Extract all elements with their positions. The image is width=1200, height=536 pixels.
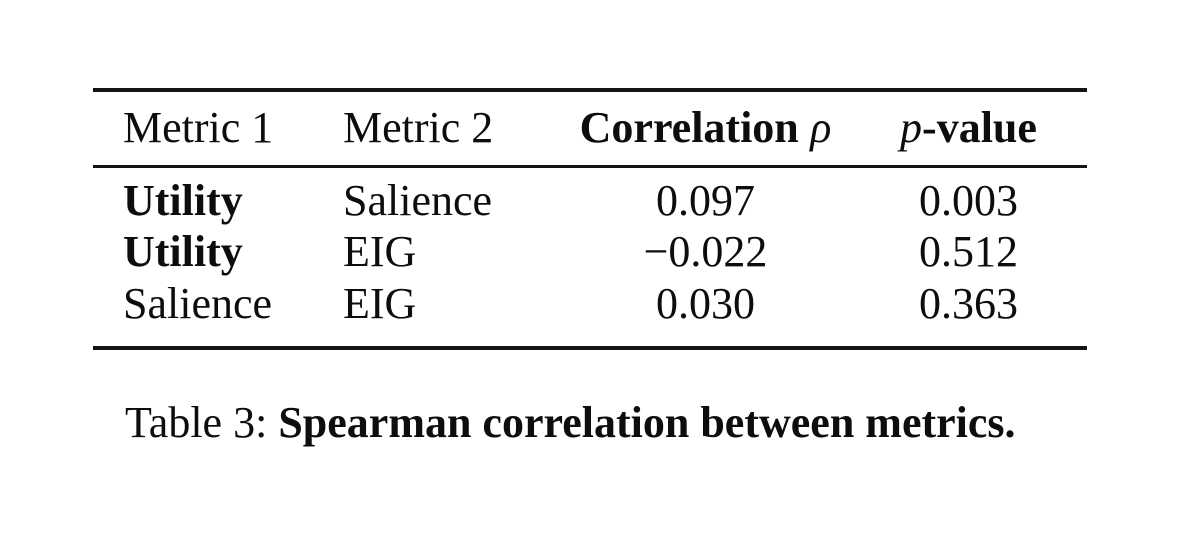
cell-p-value: 0.363	[919, 279, 1018, 328]
cell-p-value: 0.003	[919, 175, 1018, 225]
cell-metric2: Salience	[343, 175, 493, 225]
cell-metric1: Salience	[123, 279, 273, 328]
table-row: Salience EIG 0.030 0.363	[93, 278, 1087, 330]
header-correlation: Correlation ρ	[573, 92, 838, 168]
correlation-table: Metric 1 Metric 2 Correlation ρ p-value U…	[93, 92, 1087, 330]
table-header-row: Metric 1 Metric 2 Correlation ρ p-value	[93, 92, 1087, 168]
cell-correlation: −0.022	[643, 227, 768, 276]
header-metric-1: Metric 1	[93, 92, 343, 168]
cell-metric1: Utility	[123, 175, 243, 225]
caption-text: Spearman correlation between metrics.	[278, 398, 1016, 447]
cell-correlation: 0.097	[656, 175, 755, 225]
cell-p-value: 0.512	[919, 227, 1018, 276]
rho-symbol: ρ	[810, 103, 832, 153]
header-correlation-word: Correlation	[579, 103, 799, 153]
cell-metric1: Utility	[123, 227, 243, 276]
header-p-italic: p	[900, 103, 923, 153]
header-p-value: p-value	[838, 92, 1087, 168]
cell-metric2: EIG	[343, 227, 417, 276]
header-metric-2: Metric 2	[343, 92, 573, 168]
cell-metric2: EIG	[343, 279, 417, 328]
cell-correlation: 0.030	[656, 279, 755, 328]
table-row: Utility Salience 0.097 0.003	[93, 166, 1087, 226]
table-row: Utility EIG −0.022 0.512	[93, 226, 1087, 278]
table-caption: Table 3: Spearman correlation between met…	[125, 398, 1016, 447]
table-body: Utility Salience 0.097 0.003 Utility EIG…	[93, 166, 1087, 330]
header-value-suffix: -value	[922, 103, 1037, 153]
table-figure: Metric 1 Metric 2 Correlation ρ p-value U…	[93, 88, 1087, 350]
caption-label: Table 3:	[125, 398, 268, 447]
